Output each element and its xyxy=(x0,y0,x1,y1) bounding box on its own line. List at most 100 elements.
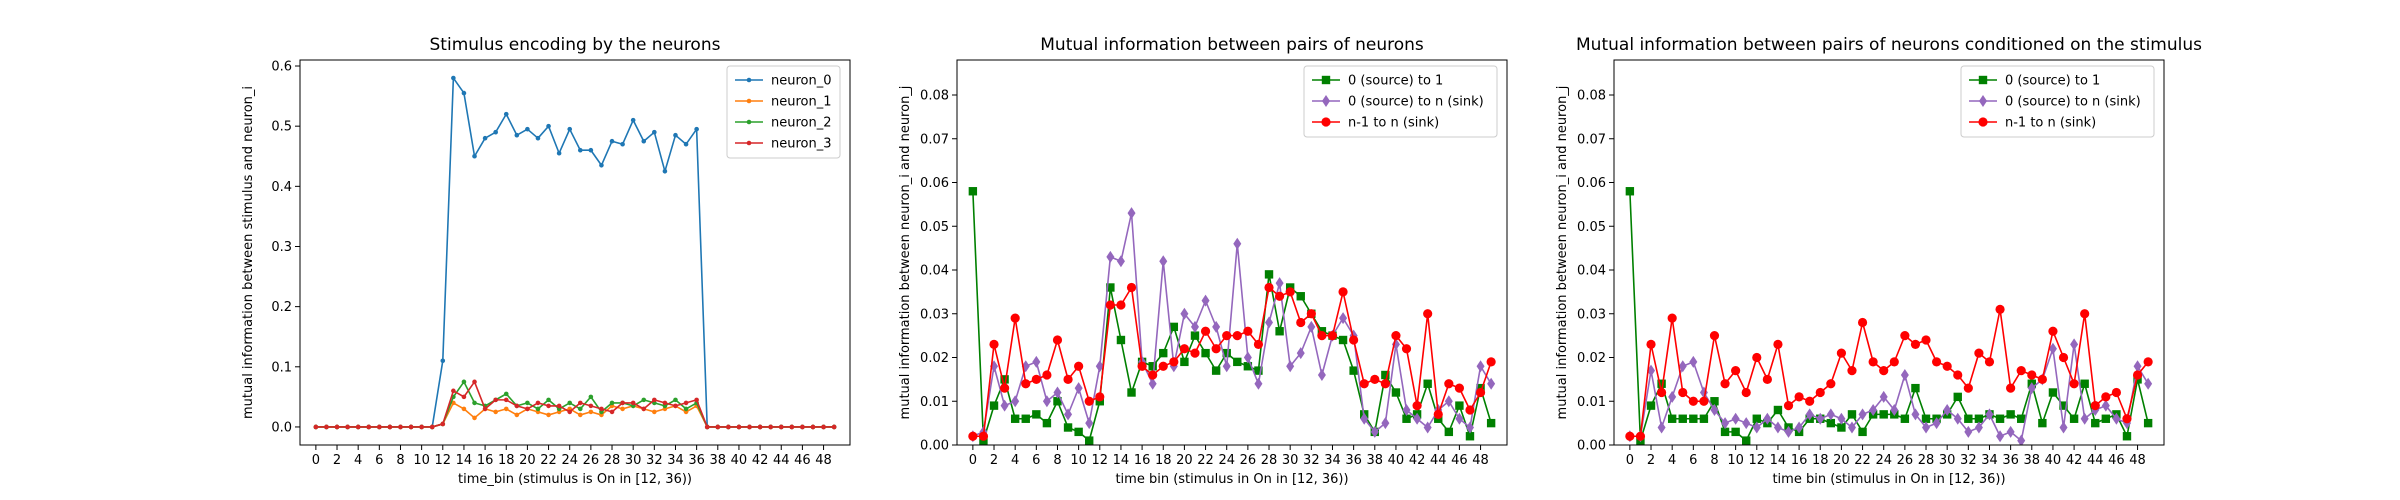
data-point xyxy=(2143,357,2153,367)
data-point xyxy=(1709,331,1720,341)
y-tick-label: 0.05 xyxy=(1577,220,1606,235)
data-point xyxy=(1668,390,1677,403)
data-point xyxy=(1911,408,1920,421)
legend-label: 0 (source) to 1 xyxy=(2005,74,2100,89)
data-point xyxy=(535,406,541,412)
data-point xyxy=(1042,370,1052,380)
y-tick-label: 0.02 xyxy=(1577,351,1606,366)
data-point xyxy=(673,403,678,409)
data-point xyxy=(1890,404,1899,416)
data-point xyxy=(2069,414,2079,423)
data-point xyxy=(556,403,562,409)
data-point xyxy=(1455,401,1464,410)
x-tick-label: 30 xyxy=(1282,453,1299,468)
data-point xyxy=(324,424,329,430)
data-point xyxy=(662,400,668,406)
data-point xyxy=(1996,430,2005,443)
data-point xyxy=(1836,348,1847,358)
x-tick-label: 8 xyxy=(396,453,404,468)
data-point xyxy=(1211,366,1221,375)
data-point xyxy=(662,168,668,174)
series-4 xyxy=(313,379,837,430)
data-point xyxy=(387,424,393,430)
data-point xyxy=(1964,425,1973,438)
data-point xyxy=(1148,377,1157,390)
legend: 0 (source) to 1 0 (source) to n (sink) n-1… xyxy=(1303,65,1498,138)
data-point xyxy=(1795,421,1804,434)
data-point xyxy=(1190,348,1200,358)
data-point xyxy=(1974,348,1984,358)
data-point xyxy=(1773,421,1782,434)
data-point xyxy=(1127,388,1136,397)
data-point xyxy=(1264,270,1274,279)
series-2 xyxy=(313,400,837,430)
x-tick-label: 34 xyxy=(1324,453,1341,468)
y-axis-label: mutual information between neuron_i and … xyxy=(1555,86,1570,420)
data-point xyxy=(1943,404,1952,416)
data-point xyxy=(2122,414,2132,424)
data-point xyxy=(514,132,520,138)
x-tick-label: 46 xyxy=(1451,453,1468,468)
data-point xyxy=(1265,316,1274,329)
data-point xyxy=(1444,379,1454,389)
x-tick-label: 26 xyxy=(1897,453,1914,468)
data-point xyxy=(641,397,647,403)
data-point xyxy=(1180,307,1189,320)
y-tick-label: 0.08 xyxy=(920,89,949,104)
data-point xyxy=(1179,344,1190,354)
data-point xyxy=(577,412,583,418)
data-point xyxy=(1370,374,1380,384)
x-tick-label: 40 xyxy=(731,453,748,468)
data-point xyxy=(567,126,573,132)
data-point xyxy=(556,150,562,156)
data-point xyxy=(2048,342,2057,355)
x-tick-label: 16 xyxy=(1134,453,1151,468)
data-point xyxy=(609,138,615,144)
data-point xyxy=(2006,410,2015,419)
data-point xyxy=(1032,355,1041,368)
y-tick-label: 0.04 xyxy=(1577,264,1606,279)
data-point xyxy=(2122,432,2132,441)
x-tick-label: 10 xyxy=(413,453,430,468)
y-tick-label: 0.03 xyxy=(1577,307,1606,322)
data-point xyxy=(1689,414,1698,423)
data-point xyxy=(1064,408,1073,421)
data-point xyxy=(1254,366,1263,375)
data-point xyxy=(768,424,773,430)
data-point xyxy=(1031,374,1041,384)
legend-entry: 0 (source) to 1 xyxy=(1969,74,2100,89)
data-point xyxy=(1475,387,1486,398)
data-point xyxy=(1074,427,1083,437)
data-point xyxy=(440,421,446,427)
data-point xyxy=(1794,392,1804,402)
data-point xyxy=(588,394,594,400)
data-point xyxy=(1317,331,1327,341)
y-tick-label: 0.2 xyxy=(271,300,292,315)
data-point xyxy=(1222,348,1231,358)
plot-area xyxy=(313,75,837,430)
data-point xyxy=(1995,304,2005,314)
data-point xyxy=(652,397,657,403)
data-point xyxy=(1720,427,1730,437)
legend-box xyxy=(726,65,841,159)
data-point xyxy=(1858,427,1867,437)
legend-box xyxy=(1303,65,1498,138)
x-tick-label: 44 xyxy=(2087,453,2104,468)
data-point xyxy=(493,397,498,403)
data-point xyxy=(1816,412,1825,425)
data-point xyxy=(1678,387,1688,398)
data-point xyxy=(1401,344,1412,354)
data-point xyxy=(546,403,551,409)
data-point xyxy=(503,397,509,403)
data-point xyxy=(2017,414,2026,423)
data-point xyxy=(1338,287,1348,297)
data-point xyxy=(630,400,636,406)
data-point xyxy=(1837,412,1846,425)
data-point xyxy=(989,401,999,410)
data-point xyxy=(440,358,446,364)
data-point xyxy=(1964,414,1973,423)
data-point xyxy=(1858,408,1867,421)
x-tick-label: 48 xyxy=(1472,453,1489,468)
data-point xyxy=(2037,374,2047,384)
